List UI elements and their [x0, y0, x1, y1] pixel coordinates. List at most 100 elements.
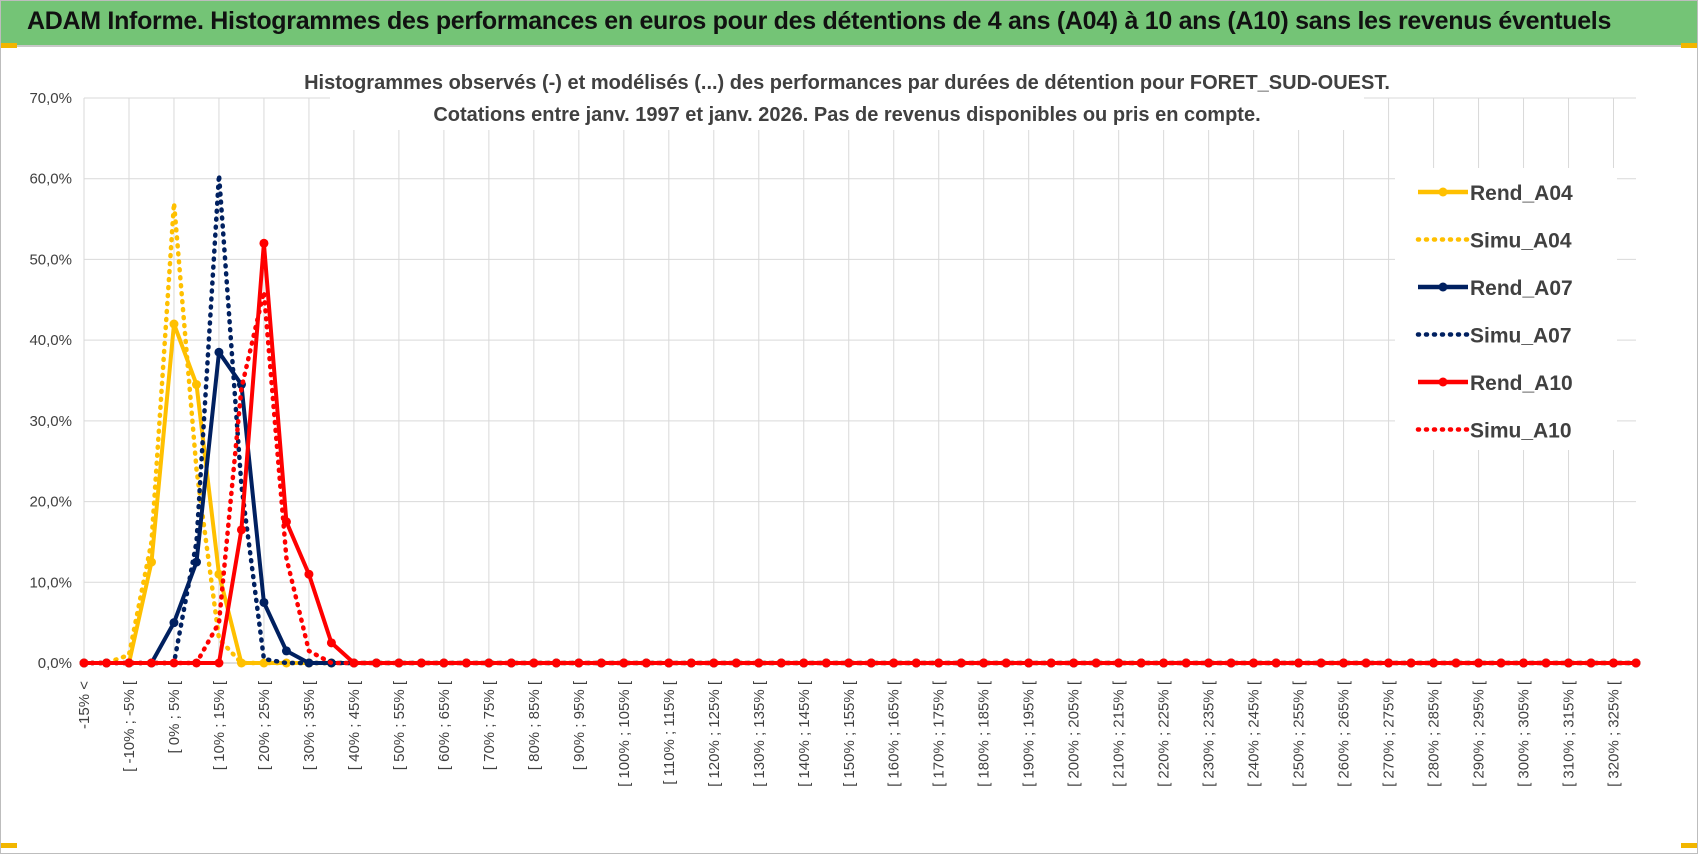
data-point-rend-a10 [416, 658, 426, 668]
data-point-rend-a10 [889, 658, 899, 668]
x-tick-label: [ 130% ; 135% [ [751, 680, 768, 787]
banner-divider [1, 45, 1697, 47]
x-tick-label: [ 90% ; 95% [ [571, 680, 588, 770]
x-tick-label: [ 0% ; 5% [ [166, 680, 183, 753]
corner-mark-top-right [1681, 43, 1697, 48]
x-tick-label: [ 150% ; 155% [ [841, 680, 858, 787]
legend-label: Rend_A10 [1470, 372, 1573, 395]
x-tick-label: [ 250% ; 255% [ [1291, 680, 1308, 787]
chart-title-background [330, 64, 1364, 130]
axis-layer: 0,0% 10,0% 20,0% 30,0% 40,0% 50,0% 60,0% 70,0% -… [29, 90, 1636, 787]
x-tick-label: [ 120% ; 125% [ [706, 680, 723, 787]
legend-marker [1438, 282, 1448, 292]
data-point-rend-a10 [641, 658, 651, 668]
data-point-rend-a04 [169, 319, 179, 329]
x-tick-label: [ 260% ; 265% [ [1336, 680, 1353, 787]
y-tick-label: 70,0% [29, 90, 72, 107]
legend-marker [1438, 377, 1448, 387]
data-point-rend-a10 [866, 658, 876, 668]
data-point-rend-a10 [259, 238, 269, 248]
data-point-rend-a10 [1249, 658, 1259, 668]
x-tick-label: [ 290% ; 295% [ [1471, 680, 1488, 787]
y-tick-label: 50,0% [29, 251, 72, 268]
chart-title-line-1: Histogrammes observés (-) et modélisés (… [304, 72, 1390, 94]
x-tick-label: [ 170% ; 175% [ [931, 680, 948, 787]
x-tick-label: [ 310% ; 315% [ [1561, 680, 1578, 787]
legend-label: Rend_A07 [1470, 277, 1573, 300]
x-tick-label: [ 200% ; 205% [ [1066, 680, 1083, 787]
data-point-rend-a04 [191, 380, 201, 390]
x-tick-label: [ 300% ; 305% [ [1516, 680, 1533, 787]
x-tick-label: [ 210% ; 215% [ [1111, 680, 1128, 787]
x-tick-label: [ 10% ; 15% [ [211, 680, 228, 770]
data-point-rend-a10 [326, 638, 336, 648]
data-point-rend-a10 [1474, 658, 1484, 668]
x-tick-label: [ 60% ; 65% [ [436, 680, 453, 770]
x-tick-label: -15% < [76, 681, 93, 729]
x-tick-label: [ -10% ; -5% [ [121, 680, 138, 772]
x-tick-label: [ 160% ; 165% [ [886, 680, 903, 787]
data-point-rend-a10 [529, 658, 539, 668]
data-point-rend-a10 [1226, 658, 1236, 668]
x-tick-label: [ 20% ; 25% [ [256, 680, 273, 770]
x-tick-label: [ 140% ; 145% [ [796, 680, 813, 787]
series-layer [79, 172, 1641, 668]
legend-label: Simu_A04 [1470, 230, 1572, 253]
data-point-rend-a10 [214, 658, 224, 668]
x-tick-label: [ 100% ; 105% [ [616, 680, 633, 787]
grid-layer [83, 97, 1636, 664]
data-point-rend-a07 [169, 618, 179, 628]
report-banner: ADAM Informe. Histogrammes des performan… [1, 1, 1697, 45]
data-point-rend-a07 [214, 347, 224, 357]
x-tick-label: [ 320% ; 325% [ [1606, 680, 1623, 787]
data-point-rend-a10 [1361, 658, 1371, 668]
y-tick-label: 60,0% [29, 171, 72, 188]
data-point-rend-a10 [1496, 658, 1506, 668]
legend-label: Simu_A07 [1470, 325, 1572, 348]
legend-label: Simu_A10 [1470, 420, 1572, 443]
corner-mark-top-left [1, 43, 17, 48]
data-point-rend-a04 [214, 569, 224, 579]
y-tick-label: 0,0% [38, 655, 72, 672]
x-tick-label: [ 280% ; 285% [ [1426, 680, 1443, 787]
x-tick-label: [ 270% ; 275% [ [1381, 680, 1398, 787]
corner-mark-bottom-right [1681, 843, 1697, 848]
y-tick-label: 20,0% [29, 494, 72, 511]
x-tick-label: [ 110% ; 115% [ [661, 680, 678, 785]
series-line-simu-a10 [81, 289, 1639, 666]
y-tick-label: 10,0% [29, 574, 72, 591]
data-point-rend-a10 [304, 569, 314, 579]
data-point-rend-a10 [1001, 658, 1011, 668]
x-tick-label: [ 50% ; 55% [ [391, 680, 408, 770]
data-point-rend-a10 [124, 658, 134, 668]
x-tick-label: [ 240% ; 245% [ [1246, 680, 1263, 787]
data-point-rend-a10 [1114, 658, 1124, 668]
x-tick-label: [ 190% ; 195% [ [1021, 680, 1038, 787]
data-point-rend-a10 [776, 658, 786, 668]
x-tick-label: [ 80% ; 85% [ [526, 680, 543, 770]
y-tick-label: 40,0% [29, 332, 72, 349]
data-point-rend-a10 [754, 658, 764, 668]
x-tick-label: [ 230% ; 235% [ [1201, 680, 1218, 787]
data-point-rend-a10 [394, 658, 404, 668]
x-tick-label: [ 30% ; 35% [ [301, 680, 318, 770]
x-tick-label: [ 180% ; 185% [ [976, 680, 993, 787]
data-point-rend-a10 [1609, 658, 1619, 668]
report-title: ADAM Informe. Histogrammes des performan… [27, 7, 1612, 35]
chart-legend: Rend_A04 Simu_A04 Rend_A07 Simu_A07 Rend_A10… [1395, 168, 1617, 450]
legend-marker [1438, 187, 1448, 197]
y-tick-label: 30,0% [29, 413, 72, 430]
x-tick-label: [ 70% ; 75% [ [481, 680, 498, 770]
data-point-rend-a10 [1586, 658, 1596, 668]
data-point-rend-a07 [281, 646, 291, 656]
data-point-rend-a10 [1136, 658, 1146, 668]
data-point-rend-a10 [506, 658, 516, 668]
x-tick-label: [ 220% ; 225% [ [1156, 680, 1173, 787]
legend-label: Rend_A04 [1470, 182, 1573, 205]
data-point-rend-a07 [259, 597, 269, 607]
data-point-rend-a10 [146, 658, 156, 668]
corner-mark-bottom-left [1, 843, 17, 848]
data-point-rend-a07 [191, 557, 201, 567]
data-point-rend-a10 [236, 525, 246, 535]
